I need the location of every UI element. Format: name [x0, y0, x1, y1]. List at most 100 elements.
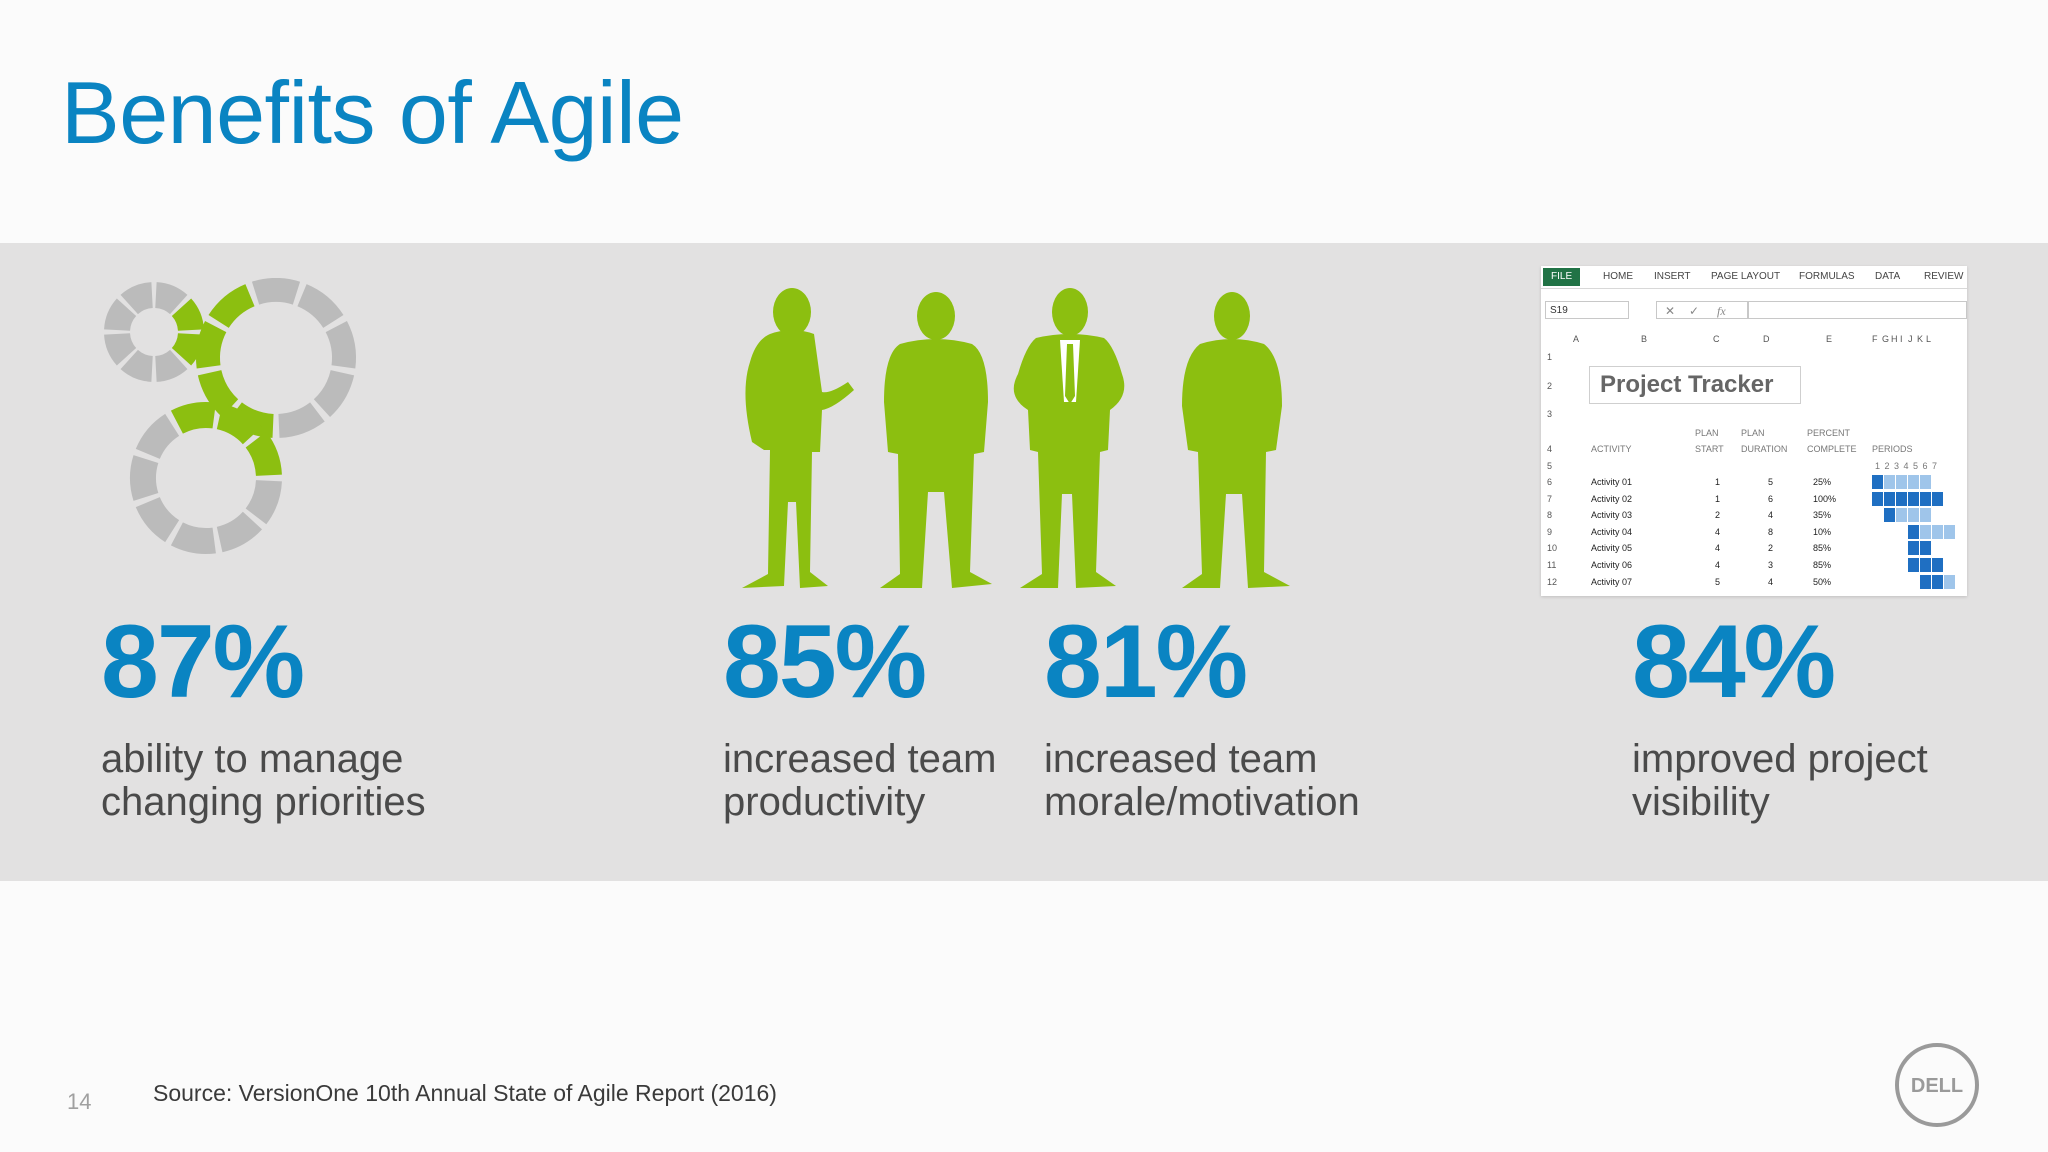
cell-duration: 8 [1768, 527, 1774, 537]
gear-segment [197, 370, 239, 417]
cell-start: 1 [1715, 477, 1721, 487]
silhouette-person-4 [1182, 292, 1290, 588]
stat-description: increased team morale/motivation [1044, 738, 1360, 824]
gear-segment [216, 403, 263, 445]
gantt-cell [1896, 508, 1908, 522]
formula-input [1748, 301, 1967, 319]
gantt-cell [1920, 575, 1932, 589]
gear-segment [155, 349, 188, 382]
cell-name: Activity 04 [1591, 527, 1633, 537]
gear-segment [171, 298, 204, 331]
stat-productivity: 85% increased team productivity [723, 610, 996, 824]
gear-segment [104, 298, 137, 331]
cell-name: Activity 06 [1591, 560, 1633, 570]
ribbon-tab-file: FILE [1543, 268, 1581, 286]
column-header: J [1908, 334, 1913, 344]
header-plan-duration-1: PLAN [1741, 428, 1765, 438]
cell-duration: 3 [1768, 560, 1774, 570]
gantt-cell [1944, 575, 1956, 589]
ribbon-tab-data: DATA [1875, 271, 1901, 282]
cell-name: Activity 01 [1591, 477, 1633, 487]
column-header: K [1917, 334, 1924, 344]
gantt-cell [1932, 492, 1944, 506]
header-period-numbers: 1 2 3 4 5 6 7 [1875, 461, 1939, 471]
gear-segment [245, 431, 282, 476]
gantt-cell [1884, 475, 1896, 489]
formula-bar: S19 ✕ ✓ fx [1541, 301, 1967, 321]
ribbon-tab-page-layout: PAGE LAYOUT [1711, 271, 1781, 282]
column-header: H [1891, 334, 1898, 344]
cell-start: 1 [1715, 494, 1721, 504]
gear-segment [120, 349, 153, 382]
fx-icon: fx [1717, 304, 1726, 318]
gantt-cell [1920, 558, 1932, 572]
column-header: G [1882, 334, 1890, 344]
gear-segment [325, 321, 356, 369]
gear-segment [208, 284, 255, 328]
stat-value: 87% [101, 604, 305, 720]
cell-start: 4 [1715, 527, 1721, 537]
stat-value: 81% [1044, 604, 1248, 720]
gear-segment [278, 402, 325, 438]
gear-segment [196, 321, 227, 369]
silhouette-person-2 [880, 292, 992, 588]
gear-segment [120, 282, 153, 315]
row-header: 3 [1547, 409, 1553, 419]
row-header: 1 [1547, 352, 1553, 362]
column-header: I [1900, 334, 1903, 344]
gantt-cell [1908, 475, 1920, 489]
gear-segment [170, 402, 216, 434]
header-percent-1: PERCENT [1807, 428, 1851, 438]
gantt-cell [1920, 541, 1932, 555]
column-header: F [1872, 334, 1878, 344]
header-plan-start-2: START [1695, 444, 1724, 454]
ribbon-tab-home: HOME [1603, 271, 1633, 282]
header-activity: ACTIVITY [1591, 444, 1632, 454]
row-header: 7 [1547, 494, 1553, 504]
cell-name: Activity 07 [1591, 577, 1633, 587]
gear-right [196, 278, 356, 438]
cell-name: Activity 02 [1591, 494, 1633, 504]
stat-description: improved project visibility [1632, 738, 1928, 824]
gantt-cell [1944, 525, 1956, 539]
stat-line-2: morale/motivation [1044, 780, 1360, 824]
gantt-cell [1932, 558, 1944, 572]
silhouette-person-1 [742, 288, 854, 588]
gear-segment [130, 455, 159, 501]
gantt-cell [1872, 475, 1884, 489]
stat-line-1: ability to manage [101, 737, 404, 781]
ribbon-tab-insert: INSERT [1654, 271, 1691, 282]
cell-percent: 100% [1813, 494, 1837, 504]
header-plan-duration-2: DURATION [1741, 444, 1788, 454]
cell-percent: 85% [1813, 543, 1832, 553]
gantt-cell [1920, 525, 1932, 539]
silhouette-person-3 [1013, 288, 1125, 588]
cell-name: Activity 05 [1591, 543, 1633, 553]
silhouettes-icon [742, 288, 1290, 588]
cell-start: 2 [1715, 510, 1721, 520]
row-header: 2 [1547, 381, 1553, 391]
row-header: 12 [1547, 577, 1558, 587]
column-header: B [1641, 334, 1648, 344]
stat-morale: 81% increased team morale/motivation [1044, 610, 1360, 824]
gear-segment [170, 522, 216, 554]
gear-small [104, 282, 204, 382]
gantt-cell [1932, 525, 1944, 539]
row-header: 9 [1547, 527, 1553, 537]
cell-duration: 4 [1768, 510, 1774, 520]
stat-line-1: increased team [1044, 737, 1318, 781]
stat-value: 85% [723, 604, 927, 720]
stat-value: 84% [1632, 604, 1836, 720]
gears-icon [104, 278, 356, 554]
cell-duration: 4 [1768, 577, 1774, 587]
tie-detail [1065, 344, 1075, 404]
gear-segment [216, 511, 263, 553]
column-header: A [1573, 334, 1580, 344]
project-tracker-spreadsheet: FILE HOME INSERT PAGE LAYOUT FORMULAS DA… [1541, 266, 1967, 596]
row-header: 11 [1547, 560, 1557, 570]
gear-bottom [130, 402, 282, 554]
stat-visibility: 84% improved project visibility [1632, 610, 1928, 824]
stat-line-2: productivity [723, 780, 926, 824]
gear-segment [135, 413, 180, 459]
cell-duration: 6 [1768, 494, 1774, 504]
